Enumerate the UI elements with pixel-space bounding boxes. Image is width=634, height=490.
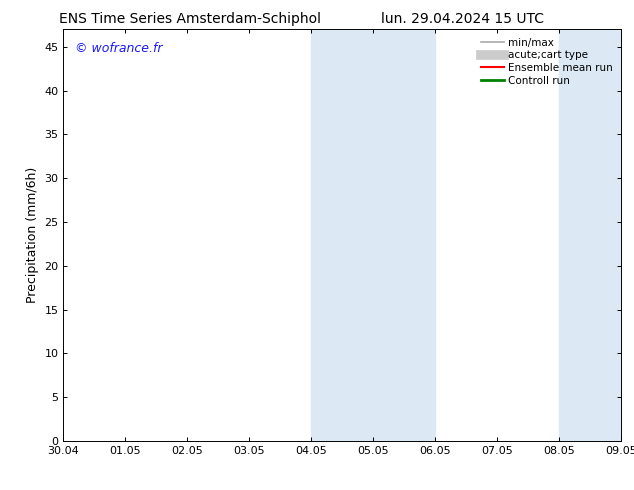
Bar — [311, 29, 373, 441]
Bar — [373, 29, 436, 441]
Text: lun. 29.04.2024 15 UTC: lun. 29.04.2024 15 UTC — [381, 12, 545, 26]
Bar — [559, 29, 621, 441]
Y-axis label: Precipitation (mm/6h): Precipitation (mm/6h) — [26, 167, 39, 303]
Text: ENS Time Series Amsterdam-Schiphol: ENS Time Series Amsterdam-Schiphol — [59, 12, 321, 26]
Text: © wofrance.fr: © wofrance.fr — [75, 42, 162, 55]
Legend: min/max, acute;cart type, Ensemble mean run, Controll run: min/max, acute;cart type, Ensemble mean … — [478, 35, 616, 89]
